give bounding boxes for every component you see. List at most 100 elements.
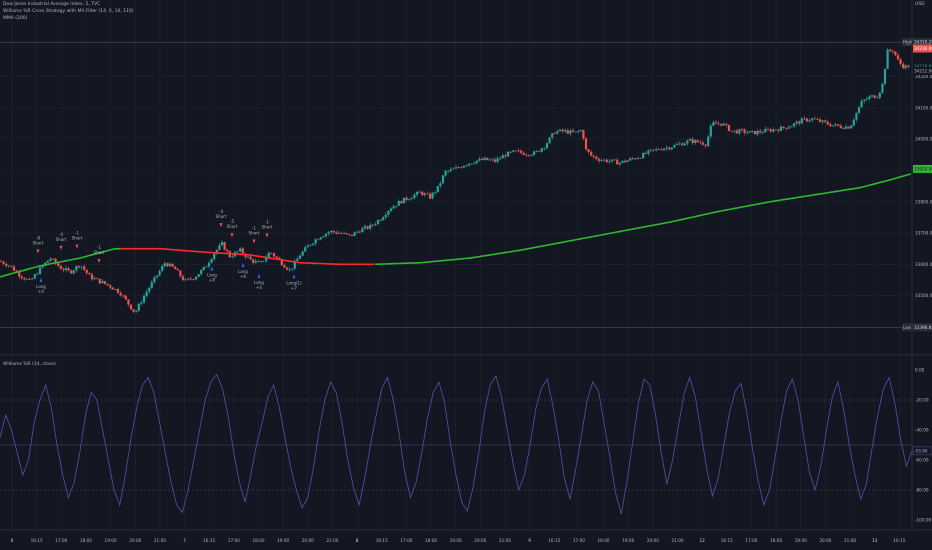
candle xyxy=(410,196,413,200)
candle xyxy=(634,157,637,160)
candle xyxy=(860,98,863,108)
candle-body xyxy=(111,287,114,290)
candle xyxy=(470,163,473,165)
candle xyxy=(816,117,819,120)
candle-body xyxy=(129,304,133,310)
ma-value-tag: 33920.00 xyxy=(913,164,932,173)
short-arrow-icon xyxy=(230,233,234,238)
candle xyxy=(532,150,536,157)
candle-body xyxy=(231,256,234,258)
candle xyxy=(259,260,263,263)
candle-body xyxy=(439,183,442,186)
time-tick-label: 20:00 xyxy=(819,538,831,543)
candle-body xyxy=(868,96,871,100)
candle-body xyxy=(33,274,36,279)
candle xyxy=(431,191,434,200)
candle-body xyxy=(709,125,712,137)
candle-body xyxy=(652,149,655,151)
strategy-legend[interactable]: Williams %R Cross Strategy with MA Filte… xyxy=(3,9,134,14)
candle xyxy=(608,158,611,164)
grid xyxy=(0,0,932,531)
candle xyxy=(449,167,452,173)
candle-body xyxy=(787,127,790,129)
candle-body xyxy=(509,151,512,153)
candle-body xyxy=(353,232,356,236)
candle-body xyxy=(421,191,424,196)
candle xyxy=(265,254,268,263)
candle xyxy=(543,147,546,151)
candle xyxy=(522,150,525,156)
candle xyxy=(288,267,291,272)
signal-qty: -4 xyxy=(59,232,63,237)
candle xyxy=(46,260,49,263)
candle-body xyxy=(850,125,853,129)
symbol-legend[interactable]: Dow Jones Industrial Average Index, 5, T… xyxy=(3,2,101,7)
candle-body xyxy=(426,193,429,195)
candle xyxy=(163,261,166,268)
time-tick-label: 17:00 xyxy=(745,538,757,543)
candle xyxy=(421,191,424,197)
candle-body xyxy=(876,97,879,99)
candle xyxy=(798,120,801,126)
candle xyxy=(616,157,619,165)
signal-qty: +8 xyxy=(209,278,215,283)
signal-label: Short xyxy=(56,237,67,242)
main-price-pane[interactable] xyxy=(0,41,912,328)
candle-body xyxy=(538,150,541,152)
candle xyxy=(389,206,393,213)
candle xyxy=(267,251,270,258)
candle-body xyxy=(49,258,52,261)
candle-body xyxy=(187,278,190,280)
candle-body xyxy=(865,99,868,100)
candle-body xyxy=(852,119,855,126)
candle-body xyxy=(174,266,177,270)
candle xyxy=(457,166,460,169)
candle-body xyxy=(834,124,837,126)
candle-body xyxy=(98,278,101,284)
candle xyxy=(153,275,156,285)
candle-body xyxy=(226,249,229,252)
time-axis[interactable]: 6 16:15 17:00 18:00 19:00 20:00 21:00 7 16:15 17:… xyxy=(11,538,906,543)
candle-body xyxy=(759,130,762,133)
candle xyxy=(348,234,351,236)
candle xyxy=(886,47,889,69)
candle xyxy=(821,119,824,125)
candle xyxy=(70,269,73,275)
candle-body xyxy=(62,268,65,271)
signal-label: Short xyxy=(94,250,105,255)
candle xyxy=(387,210,390,218)
candle xyxy=(902,61,905,70)
oscillator-axis[interactable]: 0.00 -20.00 -40.00 -60.00 -80.00 -100.00 -53.9… xyxy=(912,368,932,523)
candle-body xyxy=(38,267,42,275)
price-axis[interactable]: 34300.0034200.0034100.0034000.0033900.00… xyxy=(902,38,932,332)
candle-body xyxy=(535,150,538,152)
candle-body xyxy=(218,245,221,250)
candle-body xyxy=(756,130,759,135)
candle xyxy=(759,128,762,135)
candle xyxy=(618,162,621,167)
candle-body xyxy=(275,256,278,258)
candle-body xyxy=(330,230,333,233)
candle xyxy=(631,156,634,160)
candle xyxy=(379,218,382,222)
candle xyxy=(343,231,346,235)
oscillator-title[interactable]: Williams %R (14, close) xyxy=(3,362,56,367)
candle-body xyxy=(7,265,10,267)
candle-body xyxy=(501,155,504,159)
candle xyxy=(657,147,660,151)
candle-body xyxy=(36,274,39,275)
candle xyxy=(322,235,325,238)
williams-r-pane[interactable] xyxy=(0,373,913,515)
candle xyxy=(600,158,603,162)
candle-body xyxy=(103,281,107,284)
candle xyxy=(896,52,900,61)
candle xyxy=(761,130,764,135)
candle xyxy=(194,275,198,281)
candle-body xyxy=(657,148,660,150)
candle xyxy=(904,64,907,71)
time-tick-label: 21:00 xyxy=(326,538,338,543)
candle-body xyxy=(194,276,198,280)
ma-legend[interactable]: MMA (200) xyxy=(3,16,28,21)
